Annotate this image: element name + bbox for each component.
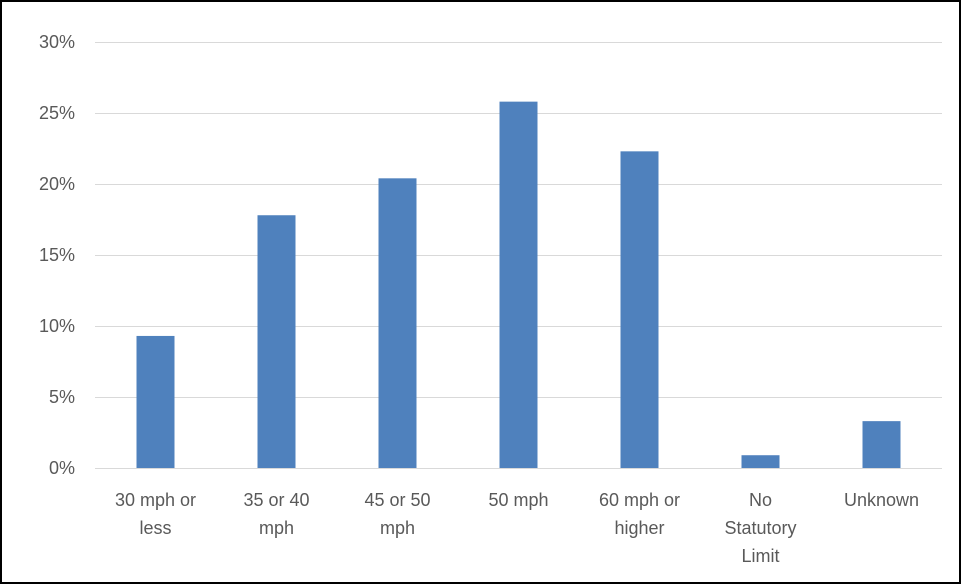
bar	[620, 151, 659, 468]
y-tick-label: 5%	[49, 387, 75, 407]
y-tick-label: 25%	[39, 103, 75, 123]
x-category-label: No Statutory Limit	[724, 490, 796, 566]
y-tick-label: 15%	[39, 245, 75, 265]
y-tick-label: 20%	[39, 174, 75, 194]
y-tick-label: 0%	[49, 458, 75, 478]
x-category-label: 30 mph or less	[115, 490, 196, 538]
bar	[378, 178, 417, 468]
x-category-label: 45 or 50 mph	[364, 490, 430, 538]
bars	[136, 101, 901, 468]
x-category-label: 60 mph or higher	[599, 490, 680, 538]
x-axis-category-labels: 30 mph or less 35 or 40 mph 45 or 50 mph 50 mp…	[115, 490, 919, 566]
bar	[136, 335, 175, 468]
bar	[862, 421, 901, 468]
x-category-label: Unknown	[844, 490, 919, 510]
bar	[257, 215, 296, 468]
y-tick-label: 30%	[39, 32, 75, 52]
bar	[499, 101, 538, 468]
bar	[741, 455, 780, 468]
y-tick-label: 10%	[39, 316, 75, 336]
y-axis-tick-labels: 0% 5% 10% 15% 20% 25% 30%	[39, 32, 75, 478]
x-category-label: 35 or 40 mph	[243, 490, 309, 538]
x-category-label: 50 mph	[488, 490, 548, 510]
